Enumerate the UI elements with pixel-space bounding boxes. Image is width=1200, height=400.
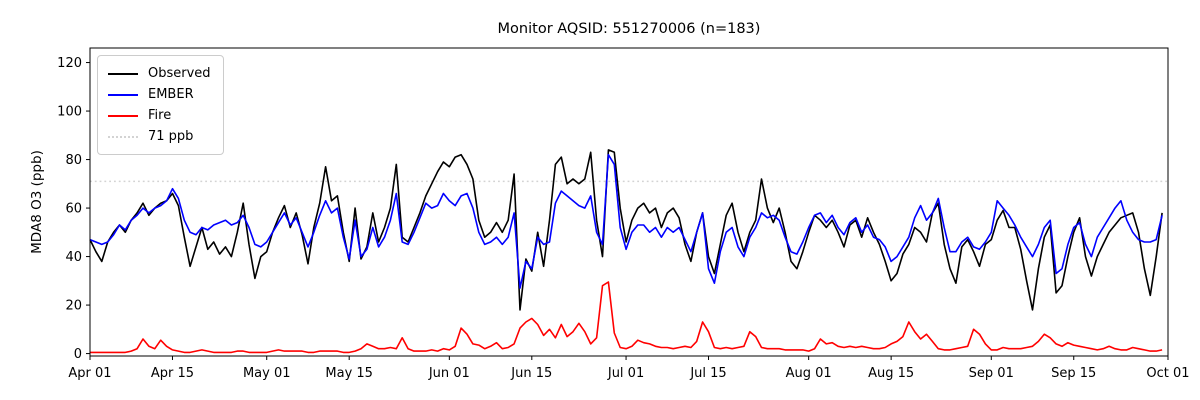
x-tick-label: Apr 01: [68, 366, 111, 381]
y-tick-label: 40: [65, 250, 82, 265]
legend-item-threshold: 71 ppb: [108, 126, 211, 147]
y-tick-label: 120: [57, 56, 82, 71]
y-tick-label: 60: [65, 202, 82, 217]
legend-item-ember: EMBER: [108, 84, 211, 105]
y-axis: 0 20 40 60 80 100 120: [57, 56, 90, 362]
y-tick-label: 80: [65, 153, 82, 168]
observed-line-sample: [108, 72, 138, 75]
x-tick-label: May 15: [325, 366, 373, 381]
series-line-observed: [89, 149, 1163, 311]
legend-label-threshold: 71 ppb: [148, 129, 194, 144]
fire-line-sample: [108, 114, 138, 117]
threshold-line-sample: [108, 135, 138, 138]
chart-title: Monitor AQSID: 551270006 (n=183): [497, 21, 761, 37]
x-axis: Apr 01 Apr 15 May 01 May 15 Jun 01 Jun 15 Jul …: [68, 356, 1190, 381]
x-tick-label: Oct 01: [1146, 366, 1189, 381]
x-tick-label: Sep 01: [969, 366, 1014, 381]
series-line-fire: [90, 281, 1163, 354]
y-tick-label: 0: [74, 347, 82, 362]
axes-frame: [89, 47, 1169, 357]
x-tick-label: Apr 15: [151, 366, 194, 381]
y-tick-label: 20: [65, 299, 82, 314]
legend-item-fire: Fire: [108, 105, 211, 126]
ember-line-sample: [108, 93, 138, 96]
legend: Observed EMBER Fire 71 ppb: [97, 55, 224, 155]
x-tick-label: Sep 15: [1051, 366, 1096, 381]
legend-label-ember: EMBER: [148, 87, 194, 102]
x-tick-label: Jul 01: [607, 366, 644, 381]
x-tick-label: Aug 15: [868, 366, 914, 381]
x-tick-label: Jun 15: [510, 366, 552, 381]
x-tick-label: Jun 01: [428, 366, 470, 381]
x-tick-label: Jul 15: [689, 366, 726, 381]
legend-label-observed: Observed: [148, 66, 211, 81]
series-line-ember: [89, 153, 1163, 289]
y-tick-label: 100: [57, 105, 82, 120]
x-tick-label: May 01: [243, 366, 291, 381]
x-tick-label: Aug 01: [786, 366, 832, 381]
legend-label-fire: Fire: [148, 108, 172, 123]
legend-item-observed: Observed: [108, 63, 211, 84]
